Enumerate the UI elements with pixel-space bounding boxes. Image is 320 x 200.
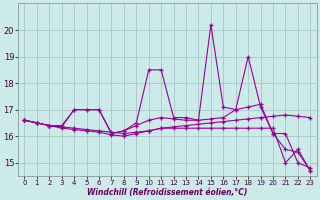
- X-axis label: Windchill (Refroidissement éolien,°C): Windchill (Refroidissement éolien,°C): [87, 188, 248, 197]
